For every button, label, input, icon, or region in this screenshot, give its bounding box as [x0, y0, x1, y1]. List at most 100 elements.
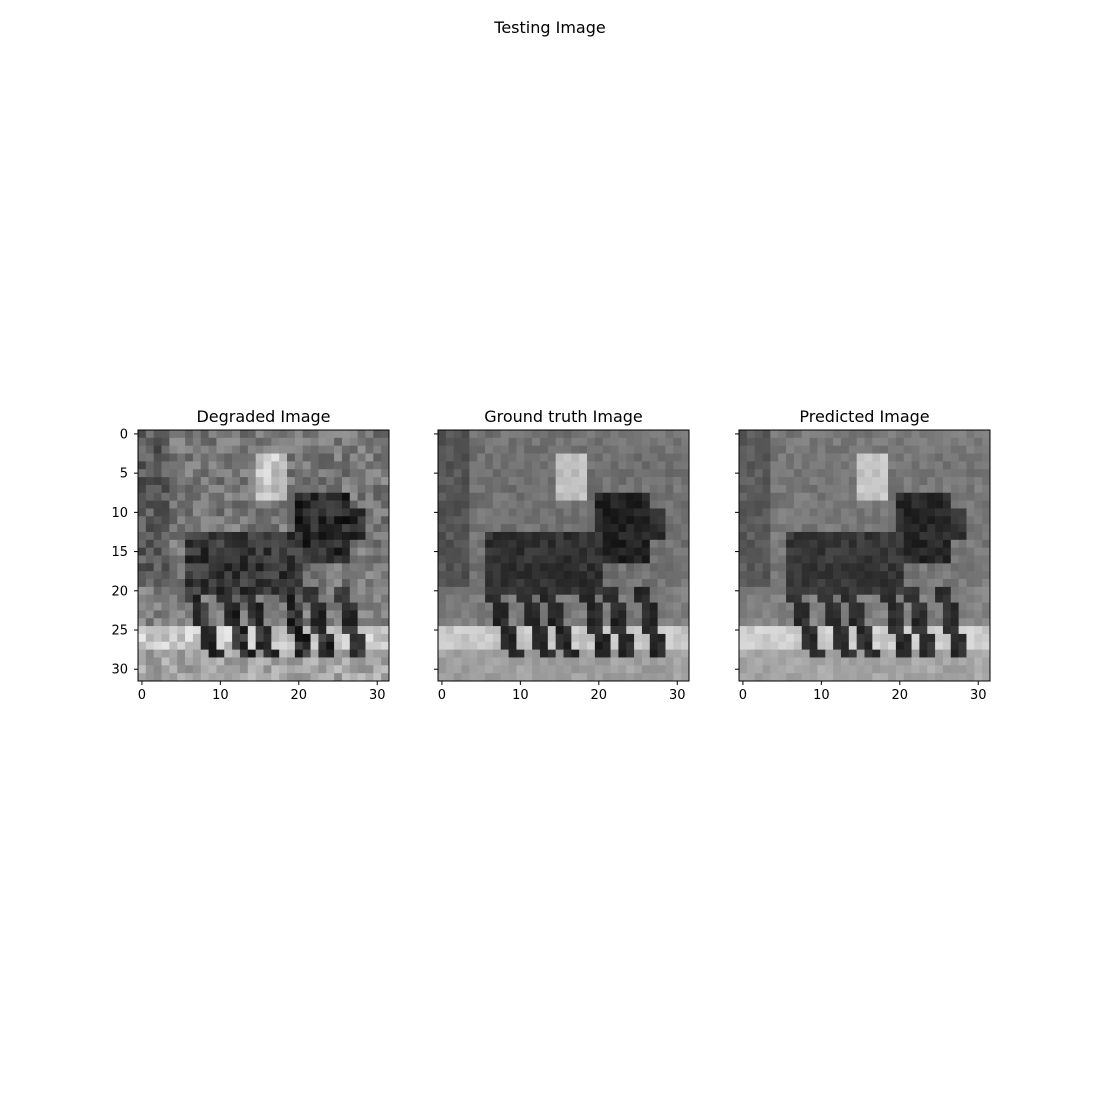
image-pixel	[833, 665, 842, 674]
image-pixel	[634, 539, 643, 548]
image-pixel	[895, 484, 905, 494]
image-pixel	[153, 555, 162, 564]
image-pixel	[974, 484, 983, 494]
image-pixel	[793, 445, 803, 454]
image-pixel	[770, 500, 779, 509]
image-pixel	[864, 539, 873, 548]
image-pixel	[966, 571, 975, 580]
image-pixel	[778, 445, 787, 454]
image-pixel	[942, 469, 952, 478]
image-pixel	[192, 524, 202, 533]
image-pixel	[161, 555, 170, 564]
image-pixel	[326, 571, 335, 580]
image-pixel	[657, 633, 666, 643]
image-pixel	[817, 484, 826, 494]
image-pixel	[381, 461, 390, 470]
image-pixel	[477, 508, 486, 517]
image-pixel	[453, 610, 462, 619]
image-pixel	[880, 508, 889, 517]
image-pixel	[492, 492, 502, 501]
image-pixel	[239, 477, 249, 486]
image-pixel	[872, 477, 881, 486]
image-pixel	[485, 453, 494, 462]
image-pixel	[516, 594, 525, 603]
image-pixel	[911, 571, 920, 580]
image-pixel	[516, 437, 525, 447]
image-pixel	[657, 641, 666, 650]
image-pixel	[864, 633, 873, 643]
image-pixel	[192, 571, 202, 580]
image-pixel	[618, 665, 627, 674]
image-pixel	[665, 555, 674, 564]
image-pixel	[247, 610, 256, 619]
image-pixel	[911, 437, 920, 447]
image-pixel	[287, 500, 296, 509]
image-pixel	[263, 641, 272, 650]
image-pixel	[665, 469, 674, 478]
image-pixel	[778, 602, 787, 611]
image-pixel	[673, 477, 682, 486]
image-pixel	[185, 453, 194, 462]
image-pixel	[492, 453, 502, 462]
image-pixel	[927, 602, 936, 611]
image-pixel	[634, 673, 643, 682]
image-pixel	[334, 484, 343, 494]
image-pixel	[318, 445, 327, 454]
image-pixel	[649, 673, 658, 682]
image-pixel	[762, 602, 771, 611]
image-pixel	[919, 500, 928, 509]
image-pixel	[770, 531, 779, 541]
image-pixel	[326, 649, 335, 658]
image-pixel	[341, 579, 351, 588]
image-pixel	[349, 571, 358, 580]
image-pixel	[665, 445, 674, 454]
image-pixel	[349, 437, 358, 447]
image-pixel	[216, 469, 225, 478]
image-pixel	[895, 665, 905, 674]
image-pixel	[239, 673, 249, 682]
image-pixel	[263, 610, 272, 619]
image-pixel	[279, 469, 288, 478]
image-pixel	[247, 555, 256, 564]
image-pixel	[516, 626, 525, 635]
image-pixel	[833, 673, 842, 682]
image-pixel	[618, 633, 627, 643]
image-pixel	[610, 673, 619, 682]
image-pixel	[872, 461, 881, 470]
image-pixel	[649, 586, 658, 596]
image-pixel	[974, 430, 983, 439]
image-pixel	[224, 555, 233, 564]
image-pixel	[310, 586, 319, 596]
image-pixel	[500, 665, 509, 674]
image-pixel	[255, 492, 264, 501]
image-pixel	[255, 579, 264, 588]
image-pixel	[161, 477, 170, 486]
image-pixel	[762, 657, 771, 666]
image-pixel	[532, 626, 541, 635]
image-pixel	[453, 430, 462, 439]
image-pixel	[524, 649, 533, 658]
image-pixel	[762, 539, 771, 548]
image-pixel	[872, 516, 881, 525]
image-pixel	[445, 586, 455, 596]
x-tick-label: 20	[591, 688, 608, 703]
image-pixel	[318, 531, 327, 541]
image-pixel	[579, 602, 588, 611]
image-pixel	[563, 602, 572, 611]
image-pixel	[255, 484, 264, 494]
image-pixel	[185, 602, 194, 611]
image-pixel	[461, 492, 470, 501]
image-pixel	[492, 610, 502, 619]
image-pixel	[516, 508, 525, 517]
image-pixel	[485, 508, 494, 517]
image-pixel	[872, 539, 881, 548]
image-pixel	[626, 524, 635, 533]
image-pixel	[279, 673, 288, 682]
image-pixel	[547, 665, 556, 674]
image-pixel	[966, 641, 975, 650]
image-pixel	[927, 453, 936, 462]
image-pixel	[294, 641, 304, 650]
image-pixel	[587, 492, 596, 501]
image-pixel	[326, 547, 335, 556]
image-pixel	[453, 579, 462, 588]
